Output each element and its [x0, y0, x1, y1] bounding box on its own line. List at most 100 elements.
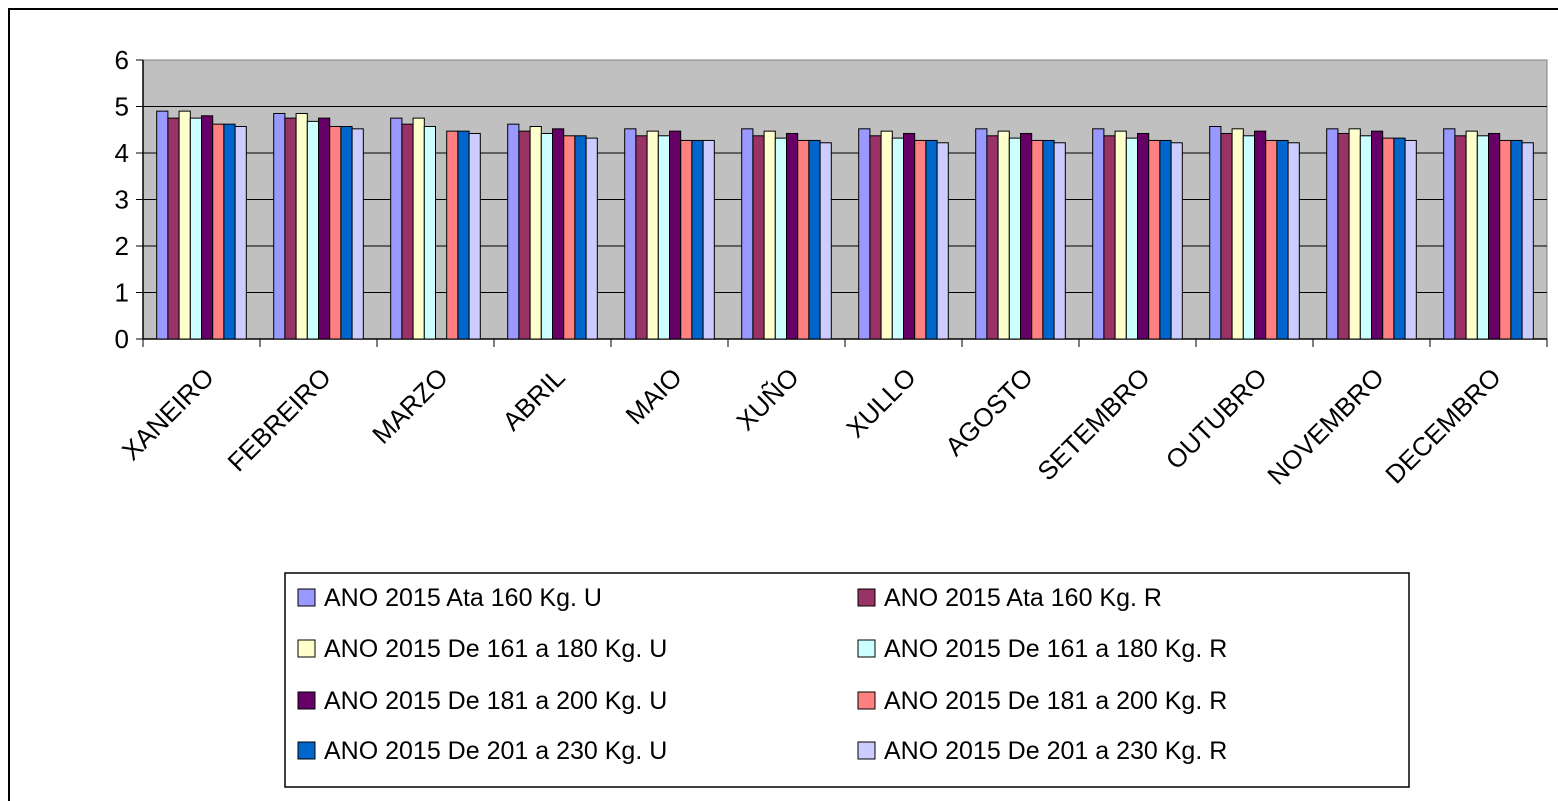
y-tick-label: 5 [115, 92, 129, 122]
x-tick-label: XANEIRO [116, 362, 220, 466]
bar [819, 142, 832, 340]
bar [680, 139, 693, 340]
bar [318, 117, 331, 340]
bar [329, 125, 342, 340]
bar [669, 130, 682, 340]
bar [797, 139, 810, 340]
x-tick-label: XUÑO [730, 362, 804, 436]
bar [468, 132, 481, 340]
bar [1159, 139, 1172, 340]
y-tick-label: 6 [115, 45, 129, 75]
bar [351, 128, 364, 340]
bar [1137, 132, 1150, 340]
bar [529, 125, 542, 340]
bar [646, 130, 659, 340]
legend-swatch [297, 691, 316, 710]
bar [752, 135, 765, 340]
legend-item: ANO 2015 De 201 a 230 Kg. U [297, 737, 667, 765]
x-tick-label: MAIO [620, 362, 688, 430]
bar [1359, 135, 1373, 340]
bar [1265, 139, 1278, 340]
bar [189, 117, 203, 340]
bar [936, 142, 949, 340]
bar [635, 135, 648, 340]
bar [518, 130, 531, 340]
bar [1454, 135, 1467, 340]
bar [223, 123, 236, 340]
legend-item: ANO 2015 Ata 160 Kg. R [857, 584, 1162, 612]
x-tick-label: FEBREIRO [222, 362, 337, 477]
bar [1231, 128, 1244, 340]
bar [1510, 139, 1523, 340]
bar [1326, 128, 1339, 340]
bar [446, 130, 459, 340]
bar [925, 139, 938, 340]
bar [1404, 139, 1417, 340]
legend-item: ANO 2015 Ata 160 Kg. U [297, 584, 602, 612]
bar [1276, 139, 1289, 340]
bar [774, 137, 787, 340]
legend-label: ANO 2015 De 161 a 180 Kg. R [884, 635, 1227, 663]
bar [212, 123, 225, 340]
x-tick-label: SETEMBRO [1031, 362, 1155, 486]
legend-swatch [297, 741, 316, 760]
bar [624, 128, 637, 340]
bar [1031, 139, 1044, 340]
legend-label: ANO 2015 De 181 a 200 Kg. R [884, 687, 1227, 715]
bar [903, 132, 916, 340]
bar [1254, 130, 1267, 340]
bar [786, 132, 799, 340]
chart-frame [8, 8, 1558, 801]
bar [1499, 139, 1512, 340]
bar [763, 130, 776, 340]
bar [997, 130, 1010, 340]
bar [507, 123, 520, 340]
legend: ANO 2015 Ata 160 Kg. U ANO 2015 Ata 160 K… [284, 572, 1410, 788]
legend-swatch [857, 639, 876, 658]
bar [858, 128, 871, 340]
bar [1488, 132, 1501, 340]
bar [156, 110, 169, 340]
legend-item: ANO 2015 De 201 a 230 Kg. R [857, 737, 1227, 765]
bar [880, 130, 893, 340]
x-tick-label: ABRIL [496, 362, 570, 436]
y-tick-label: 4 [115, 138, 129, 168]
bar [457, 130, 470, 340]
bar [1393, 137, 1406, 340]
legend-swatch [857, 741, 876, 760]
bar [914, 139, 927, 340]
legend-swatch [297, 639, 316, 658]
x-tick-label: MARZO [366, 362, 454, 450]
bar [1287, 142, 1300, 340]
bar [201, 115, 214, 340]
bar [1020, 132, 1033, 340]
legend-label: ANO 2015 De 201 a 230 Kg. U [324, 737, 667, 765]
legend-box [284, 572, 1410, 788]
bar [574, 135, 587, 340]
legend-item: ANO 2015 De 181 a 200 Kg. R [857, 687, 1227, 715]
legend-label: ANO 2015 De 201 a 230 Kg. R [884, 737, 1227, 765]
y-tick-label: 3 [115, 185, 129, 215]
bar [1125, 137, 1139, 340]
bar [1008, 137, 1021, 340]
legend-swatch [297, 588, 316, 607]
bar [1443, 128, 1456, 340]
bar [1053, 142, 1066, 340]
bar [234, 125, 247, 340]
legend-item: ANO 2015 De 161 a 180 Kg. U [297, 635, 667, 663]
bar [1521, 142, 1534, 340]
bar [702, 139, 715, 340]
bar [178, 110, 191, 340]
bar [284, 117, 297, 340]
bar [1220, 132, 1233, 340]
legend-item: ANO 2015 De 161 a 180 Kg. R [857, 635, 1227, 663]
bar [986, 135, 999, 340]
bar [975, 128, 988, 340]
bar [540, 132, 553, 340]
y-tick-label: 1 [115, 278, 129, 308]
bar [1114, 130, 1127, 340]
bar [1209, 125, 1222, 340]
bar [585, 137, 598, 340]
bar [423, 125, 436, 340]
